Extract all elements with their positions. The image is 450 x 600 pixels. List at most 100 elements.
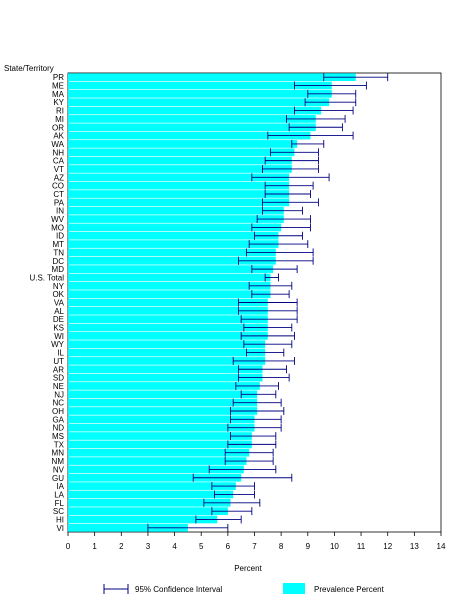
category-label: NC xyxy=(52,399,64,408)
bar-ct xyxy=(68,190,290,198)
x-tick-label: 11 xyxy=(357,542,366,551)
x-tick-label: 5 xyxy=(199,542,204,551)
x-tick-label: 10 xyxy=(330,542,339,551)
ci-sd xyxy=(238,373,290,382)
bar-ma xyxy=(68,90,332,98)
bar-tn xyxy=(68,248,276,257)
ci-dc xyxy=(238,256,314,265)
category-label: AZ xyxy=(54,173,64,182)
ci-ms xyxy=(230,432,277,440)
bar-u-s-total xyxy=(68,273,271,282)
category-labels: PRMEMAKYRIMIORAKWANHCAVTAZCOCTPAINWVMOID… xyxy=(29,73,64,533)
bar-ne xyxy=(68,382,260,390)
bar-ms xyxy=(68,432,252,440)
bar-md xyxy=(68,265,274,273)
category-label: KY xyxy=(53,98,64,107)
x-tick-label: 12 xyxy=(383,542,392,551)
x-tick-label: 13 xyxy=(410,542,419,551)
category-label: GA xyxy=(52,415,64,424)
category-label: OK xyxy=(52,290,64,299)
ci-sc xyxy=(211,507,253,516)
category-label: DC xyxy=(52,257,64,266)
bar-mo xyxy=(68,223,282,232)
bar-ar xyxy=(68,365,263,374)
category-label: MN xyxy=(52,449,65,458)
ci-wi xyxy=(240,331,295,340)
x-tick-label: 4 xyxy=(172,542,177,551)
ci-ia xyxy=(211,482,255,491)
ci-nd xyxy=(227,423,282,432)
category-label: TX xyxy=(54,440,65,449)
category-label: NH xyxy=(52,148,64,157)
bar-de xyxy=(68,315,268,324)
category-label: MT xyxy=(52,240,64,249)
ci-de xyxy=(240,315,298,324)
bar-ri xyxy=(68,106,322,115)
category-label: HI xyxy=(56,515,64,524)
bar-mi xyxy=(68,115,316,123)
bar-ca xyxy=(68,156,292,165)
bar-mn xyxy=(68,448,250,457)
category-label: CA xyxy=(53,157,65,166)
category-label: SD xyxy=(53,374,64,383)
x-axis-ticks: 0 1 2 3 4 5 6 7 8 9 10 11 12 13 14 xyxy=(66,532,446,551)
category-label: PA xyxy=(54,198,65,207)
category-label: NE xyxy=(53,382,64,391)
bar-ok xyxy=(68,290,271,298)
ci-mn xyxy=(224,448,274,457)
category-label: NM xyxy=(52,457,65,466)
ci-tn xyxy=(246,248,314,257)
ci-ne xyxy=(235,381,279,390)
category-label: DE xyxy=(53,315,64,324)
ci-co xyxy=(264,181,314,190)
ci-mo xyxy=(251,223,311,232)
category-label: WV xyxy=(51,215,65,224)
bar-ia xyxy=(68,482,236,490)
ci-ma xyxy=(307,89,357,98)
ci-hi xyxy=(195,515,242,524)
bar-al xyxy=(68,307,268,315)
x-tick-label: 0 xyxy=(66,542,71,551)
category-label: PR xyxy=(53,73,64,82)
bar-nm xyxy=(68,457,247,465)
ci-me xyxy=(294,81,367,90)
ci-nj xyxy=(240,390,277,399)
category-label: IA xyxy=(56,482,64,491)
category-label: FL xyxy=(55,499,65,508)
category-label: VA xyxy=(54,299,65,308)
category-label: VI xyxy=(56,524,64,533)
category-label: CT xyxy=(53,190,64,199)
ci-il xyxy=(246,348,285,357)
ci-md xyxy=(251,265,298,274)
bar-az xyxy=(68,173,290,182)
legend-ci-label: 95% Confidence Interval xyxy=(135,585,222,594)
x-axis-title: Percent xyxy=(234,564,262,573)
ci-mi xyxy=(286,114,346,123)
ci-wy xyxy=(243,340,293,349)
category-label: CO xyxy=(52,182,64,191)
bar-ks xyxy=(68,323,268,332)
category-label: ND xyxy=(52,424,64,433)
ci-ut xyxy=(232,356,295,365)
ci-u-s-total xyxy=(264,273,279,282)
bar-wy xyxy=(68,340,266,349)
bar-nd xyxy=(68,423,255,432)
bar-sd xyxy=(68,373,263,382)
category-label: IL xyxy=(57,349,64,358)
category-label: RI xyxy=(56,107,64,116)
category-label: WI xyxy=(54,332,64,341)
category-label: OH xyxy=(52,407,64,416)
category-label: OR xyxy=(52,123,64,132)
bar-in xyxy=(68,206,284,215)
category-label: SC xyxy=(53,507,64,516)
category-label: NY xyxy=(53,282,65,291)
ci-id xyxy=(254,231,303,240)
category-label: UT xyxy=(53,357,64,366)
ci-wa xyxy=(291,139,325,148)
ci-ks xyxy=(243,323,293,332)
x-tick-label: 7 xyxy=(252,542,257,551)
ci-la xyxy=(214,490,255,499)
ci-or xyxy=(288,123,343,132)
x-tick-label: 2 xyxy=(119,542,124,551)
